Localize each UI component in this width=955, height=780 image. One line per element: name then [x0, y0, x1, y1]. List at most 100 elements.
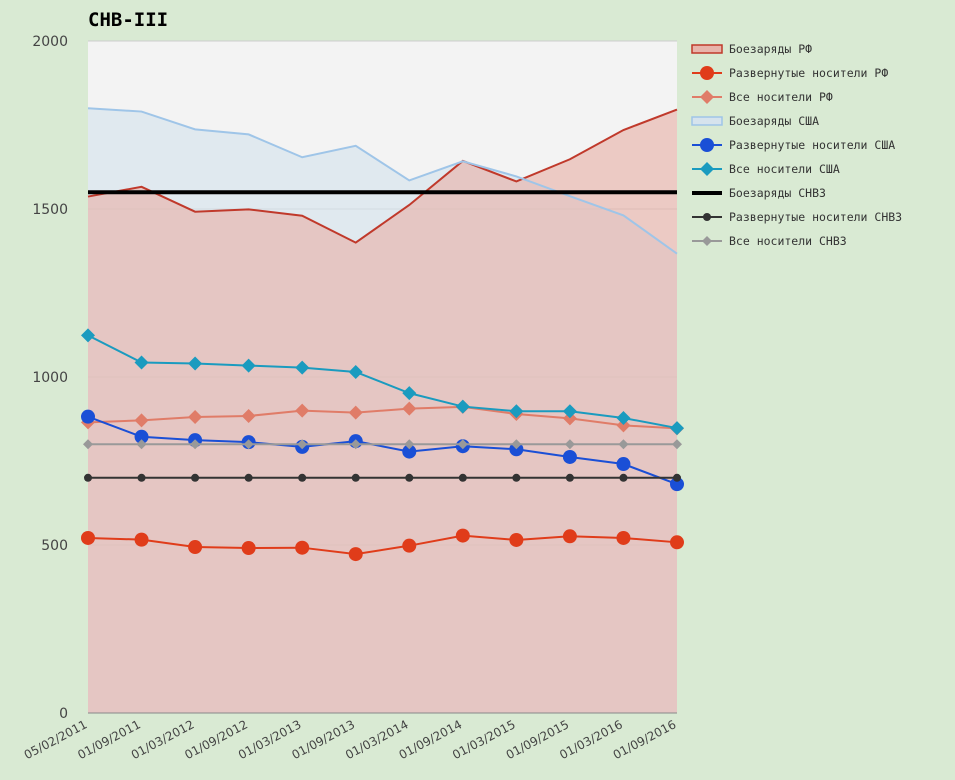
chart-title: СНВ-III: [88, 9, 168, 31]
data-point: [134, 532, 149, 547]
data-point: [404, 439, 415, 450]
data-point: [84, 473, 92, 482]
legend-label: Все носители СНВ3: [729, 234, 847, 248]
data-point: [562, 404, 577, 419]
y-tick-label: 0: [59, 706, 68, 722]
y-tick-label: 500: [41, 538, 68, 554]
series-line-Все носители РФ: [87, 405, 678, 430]
legend-item: Развернутые носители РФ: [692, 66, 888, 80]
data-point: [402, 444, 417, 459]
data-point: [244, 473, 253, 482]
data-point: [562, 411, 577, 426]
line-series: [81, 190, 684, 562]
data-point: [295, 360, 310, 375]
legend-item: Все носители СНВ3: [692, 234, 847, 248]
legend-item: Боезаряды РФ: [691, 42, 812, 56]
legend-marker: [703, 213, 711, 221]
area-line-Боезаряды США: [87, 107, 678, 255]
data-point: [83, 439, 93, 450]
data-point: [511, 439, 522, 450]
legend-label: Боезаряды СНВ3: [729, 186, 826, 200]
legend-marker: [700, 66, 714, 80]
data-point: [134, 355, 149, 370]
data-point: [457, 439, 468, 450]
data-point: [512, 473, 521, 482]
data-point: [509, 442, 524, 457]
data-point: [348, 547, 363, 562]
series-line-Развернутые носители США: [87, 415, 678, 486]
data-point: [458, 473, 467, 482]
data-point: [188, 540, 203, 555]
data-point: [243, 439, 254, 450]
data-point: [295, 540, 310, 555]
data-point: [402, 538, 417, 553]
data-point: [190, 439, 201, 450]
data-point: [616, 410, 631, 425]
data-point: [402, 401, 417, 416]
data-point: [562, 449, 577, 464]
legend-label: Развернутые носители СНВ3: [729, 210, 902, 224]
data-point: [81, 409, 95, 424]
legend-item: Боезаряды США: [691, 114, 819, 128]
data-point: [188, 409, 203, 424]
legend-item: Боезаряды СНВ3: [692, 186, 826, 200]
data-point: [297, 439, 308, 450]
data-point: [405, 473, 414, 482]
data-point: [619, 473, 628, 482]
legend-label: Все носители РФ: [729, 90, 833, 104]
y-tick-label: 1500: [32, 202, 68, 218]
legend-marker: [700, 162, 714, 176]
legend-item: Все носители США: [692, 162, 840, 176]
legend-swatch: [691, 44, 723, 54]
data-point: [191, 473, 200, 482]
data-point: [509, 532, 524, 547]
legend-label: Боезаряды РФ: [729, 42, 812, 56]
data-point: [402, 386, 417, 401]
data-point: [565, 473, 574, 482]
data-point: [137, 473, 146, 482]
data-point: [188, 356, 203, 371]
data-point: [509, 404, 524, 419]
data-point: [350, 439, 361, 450]
area-line-Боезаряды РФ: [87, 108, 678, 244]
data-point: [670, 477, 684, 492]
legend-marker: [700, 90, 714, 104]
data-point: [134, 413, 149, 428]
data-point: [672, 439, 682, 450]
data-point: [351, 473, 360, 482]
data-point: [670, 535, 684, 550]
data-point: [241, 358, 256, 373]
data-point: [455, 399, 470, 414]
data-point: [348, 364, 363, 379]
y-tick-label: 1000: [32, 370, 68, 386]
data-point: [298, 473, 307, 482]
data-point: [348, 405, 363, 420]
legend-marker: [700, 138, 714, 152]
data-point: [616, 457, 631, 472]
legend-label: Боезаряды США: [729, 114, 819, 128]
y-tick-label: 2000: [32, 34, 68, 50]
data-point: [295, 403, 310, 418]
data-point: [241, 541, 256, 556]
data-point: [241, 408, 256, 423]
data-point: [670, 421, 684, 436]
data-point: [455, 528, 470, 543]
legend-item: Развернутые носители СНВ3: [692, 210, 902, 224]
legend-marker: [702, 236, 712, 246]
data-point: [618, 439, 629, 450]
legend-label: Развернутые носители США: [729, 138, 895, 152]
legend-item: Развернутые носители США: [692, 138, 895, 152]
legend-label: Все носители США: [729, 162, 840, 176]
data-point: [562, 529, 577, 544]
data-point: [136, 439, 147, 450]
data-point: [673, 473, 681, 482]
data-point: [616, 418, 631, 433]
series-line-Все носители США: [87, 334, 678, 430]
legend-item: Все носители РФ: [692, 90, 833, 104]
legend-swatch: [691, 116, 723, 126]
data-point: [616, 530, 631, 545]
data-point: [134, 429, 149, 444]
legend: Боезаряды РФ Развернутые носители РФ Все н…: [691, 42, 902, 248]
